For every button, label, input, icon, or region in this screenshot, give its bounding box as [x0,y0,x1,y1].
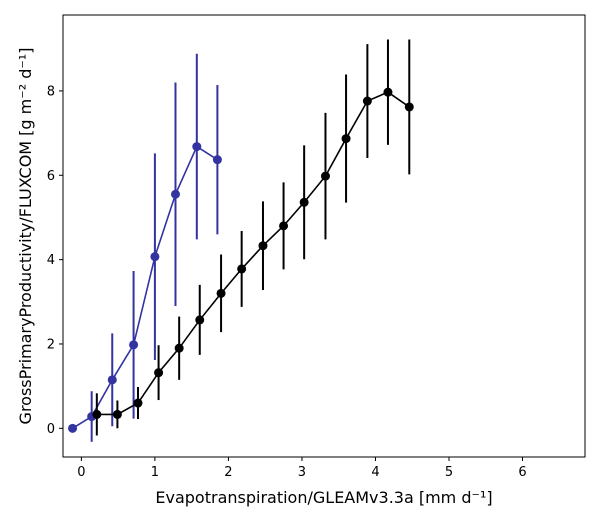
x-tick-label: 4 [371,465,379,480]
y-tick-label: 6 [47,169,55,184]
data-point [212,155,222,165]
data-point [129,340,139,350]
x-tick-label: 3 [298,465,306,480]
data-point [279,221,289,231]
data-point [170,189,180,199]
y-tick-label: 2 [47,337,55,352]
plot-frame [62,14,586,458]
data-point [237,264,247,274]
data-point [133,398,143,408]
data-point [299,197,309,207]
data-point [362,96,372,106]
x-axis-label: Evapotranspiration/GLEAMv3.3a [mm d⁻¹] [155,488,492,507]
x-tick-label: 6 [518,465,526,480]
data-point [112,409,122,419]
data-point [68,423,78,433]
data-point [107,375,117,385]
data-point [150,252,160,262]
y-axis-label: GrossPrimaryProductivity/FLUXCOM [g m⁻² … [16,48,35,425]
axis-ticks: 0 1 2 3 4 5 6 0 2 4 6 8 [47,84,527,480]
series-line [96,91,410,416]
data-point [404,102,414,112]
data-point [92,409,102,419]
x-tick-label: 5 [445,465,453,480]
data-point [192,142,202,152]
y-tick-label: 4 [47,253,55,268]
x-tick-label: 2 [224,465,232,480]
data-point [383,87,393,97]
x-tick-label: 1 [151,465,159,480]
data-point [174,343,184,353]
y-tick-label: 8 [47,84,55,99]
data-point [320,171,330,181]
data-point [216,288,226,298]
series-line [72,145,218,430]
series-2 [92,39,414,436]
plot-marks [68,39,414,442]
data-point [154,368,164,378]
data-point [195,315,205,325]
y-tick-label: 0 [47,422,55,437]
series-1 [68,53,222,442]
data-point [341,134,351,144]
x-tick-label: 0 [77,465,85,480]
data-point [258,241,268,251]
